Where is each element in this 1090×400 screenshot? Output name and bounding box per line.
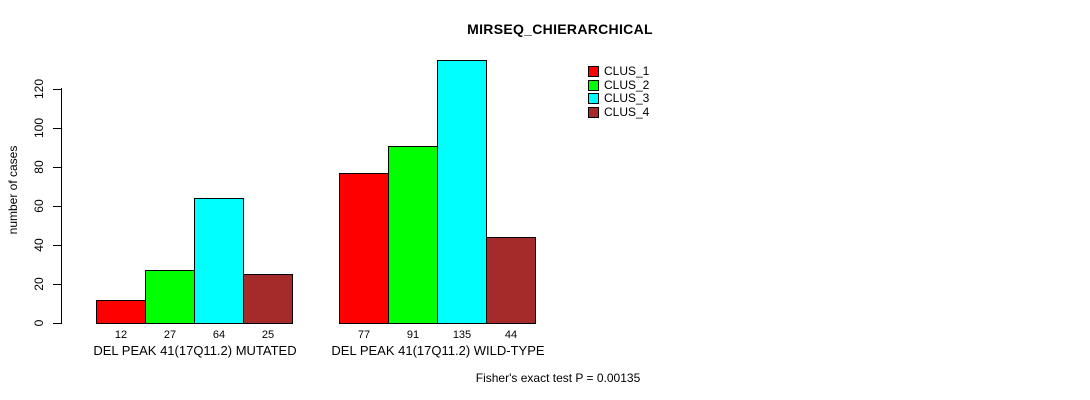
bar-value-label: 25 [261,329,275,341]
y-axis-line [61,88,62,324]
legend-label: CLUS_3 [604,91,650,105]
annotation-text: Fisher's exact test P = 0.00135 [475,371,641,385]
y-tick-mark [53,89,61,90]
category-label: DEL PEAK 41(17Q11.2) WILD-TYPE [331,343,545,358]
y-tick-label: 80 [32,160,46,174]
y-tick-mark [53,206,61,207]
legend-swatch [588,93,599,104]
bar-value-label: 91 [406,329,420,341]
bar-clus_4-group2 [486,237,536,324]
legend-swatch [588,80,599,91]
bar-clus_3-group1 [194,198,244,324]
y-tick-label: 60 [32,199,46,213]
bar-clus_3-group2 [437,60,487,324]
y-tick-mark [53,284,61,285]
chart-title: MIRSEQ_CHIERARCHICAL [467,21,653,37]
y-tick-label: 100 [32,117,46,139]
bar-value-label: 135 [452,329,472,341]
bar-clus_2-group2 [388,146,438,324]
legend-label: CLUS_1 [604,64,650,78]
y-tick-label: 40 [32,238,46,252]
y-tick-label: 20 [32,277,46,291]
y-tick-mark [53,323,61,324]
bar-clus_1-group1 [96,300,146,324]
bar-value-label: 77 [357,329,371,341]
y-tick-mark [53,245,61,246]
legend-swatch [588,107,599,118]
bar-value-label: 64 [212,329,226,341]
y-tick-label: 120 [32,78,46,100]
bar-clus_2-group1 [145,270,195,324]
bar-value-label: 27 [163,329,177,341]
bar-value-label: 44 [504,329,518,341]
y-tick-mark [53,167,61,168]
bar-clus_1-group2 [339,173,389,324]
legend-swatch [588,66,599,77]
bar-value-label: 12 [114,329,128,341]
category-label: DEL PEAK 41(17Q11.2) MUTATED [93,343,297,358]
y-axis-label: number of cases [6,145,20,235]
bar-clus_4-group1 [243,274,293,324]
legend-label: CLUS_2 [604,78,650,92]
y-tick-label: 0 [32,319,46,327]
y-tick-mark [53,128,61,129]
legend-label: CLUS_4 [604,105,650,119]
